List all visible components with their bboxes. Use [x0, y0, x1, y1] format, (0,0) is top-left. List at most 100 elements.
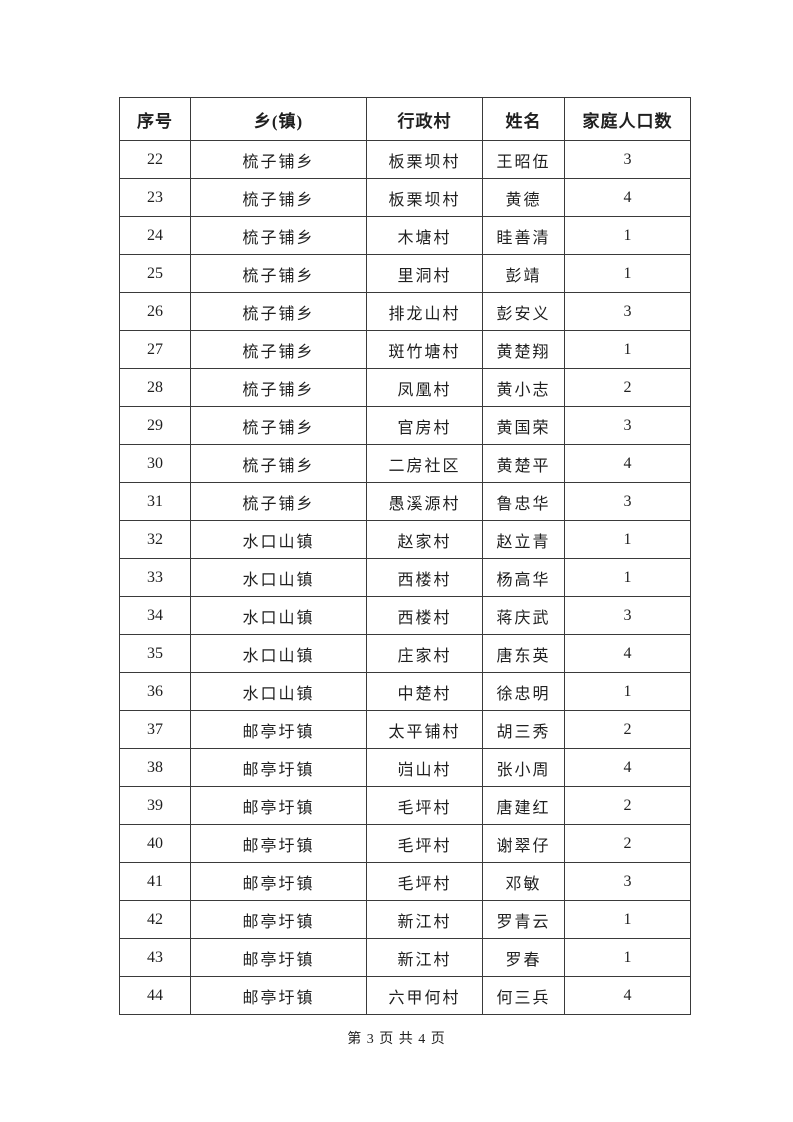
header-row: 序号 乡(镇) 行政村 姓名 家庭人口数 [119, 97, 691, 141]
table-row: 26 梳子铺乡 排龙山村 彭安义 3 [119, 292, 691, 331]
table-cell: 梳子铺乡 [190, 140, 367, 179]
column-header-3: 姓名 [482, 97, 565, 141]
table-cell: 36 [119, 672, 191, 711]
table-cell: 水口山镇 [190, 596, 367, 635]
table-row: 24 梳子铺乡 木塘村 眭善清 1 [119, 216, 691, 255]
table-cell: 43 [119, 938, 191, 977]
table-cell: 27 [119, 330, 191, 369]
table-cell: 中楚村 [366, 672, 483, 711]
table-cell: 1 [564, 520, 691, 559]
table-cell: 2 [564, 824, 691, 863]
table-row: 41 邮亭圩镇 毛坪村 邓敏 3 [119, 862, 691, 901]
table-cell: 邮亭圩镇 [190, 710, 367, 749]
table-cell: 邮亭圩镇 [190, 786, 367, 825]
table-cell: 木塘村 [366, 216, 483, 255]
table-cell: 二房社区 [366, 444, 483, 483]
table-cell: 黄楚平 [482, 444, 565, 483]
table-body: 22 梳子铺乡 板栗坝村 王昭伍 3 23 梳子铺乡 板栗坝村 黄德 4 24 梳子铺乡 木塘村 眭善清 1… [119, 140, 691, 1015]
table-row: 34 水口山镇 西楼村 蒋庆武 3 [119, 596, 691, 635]
table-cell: 凤凰村 [366, 368, 483, 407]
table-cell: 3 [564, 140, 691, 179]
table-cell: 彭安义 [482, 292, 565, 331]
table-cell: 西楼村 [366, 558, 483, 597]
table-row: 23 梳子铺乡 板栗坝村 黄德 4 [119, 178, 691, 217]
table-cell: 邮亭圩镇 [190, 976, 367, 1015]
table-cell: 斑竹塘村 [366, 330, 483, 369]
table-cell: 蒋庆武 [482, 596, 565, 635]
column-header-4: 家庭人口数 [564, 97, 691, 141]
table-cell: 30 [119, 444, 191, 483]
table-cell: 34 [119, 596, 191, 635]
table-row: 37 邮亭圩镇 太平铺村 胡三秀 2 [119, 710, 691, 749]
table-cell: 板栗坝村 [366, 178, 483, 217]
table-cell: 23 [119, 178, 191, 217]
table-cell: 28 [119, 368, 191, 407]
table-cell: 毛坪村 [366, 824, 483, 863]
table-cell: 新江村 [366, 938, 483, 977]
table-row: 31 梳子铺乡 愚溪源村 鲁忠华 3 [119, 482, 691, 521]
table-row: 43 邮亭圩镇 新江村 罗春 1 [119, 938, 691, 977]
table-cell: 4 [564, 976, 691, 1015]
table-cell: 41 [119, 862, 191, 901]
table-cell: 罗春 [482, 938, 565, 977]
table-cell: 六甲何村 [366, 976, 483, 1015]
table-cell: 2 [564, 786, 691, 825]
table-cell: 唐建红 [482, 786, 565, 825]
table-cell: 毛坪村 [366, 862, 483, 901]
table-cell: 1 [564, 900, 691, 939]
table-cell: 何三兵 [482, 976, 565, 1015]
table-cell: 24 [119, 216, 191, 255]
table-cell: 梳子铺乡 [190, 178, 367, 217]
table-cell: 4 [564, 748, 691, 787]
table-cell: 王昭伍 [482, 140, 565, 179]
table-cell: 梳子铺乡 [190, 292, 367, 331]
table-cell: 排龙山村 [366, 292, 483, 331]
table-row: 40 邮亭圩镇 毛坪村 谢翠仔 2 [119, 824, 691, 863]
table-row: 42 邮亭圩镇 新江村 罗青云 1 [119, 900, 691, 939]
table-cell: 邮亭圩镇 [190, 824, 367, 863]
table-cell: 邮亭圩镇 [190, 748, 367, 787]
table-row: 29 梳子铺乡 官房村 黄国荣 3 [119, 406, 691, 445]
table-cell: 25 [119, 254, 191, 293]
table-cell: 3 [564, 292, 691, 331]
table-cell: 4 [564, 444, 691, 483]
table-cell: 2 [564, 368, 691, 407]
table-row: 22 梳子铺乡 板栗坝村 王昭伍 3 [119, 140, 691, 179]
table-cell: 新江村 [366, 900, 483, 939]
table-cell: 梳子铺乡 [190, 444, 367, 483]
table-cell: 梳子铺乡 [190, 254, 367, 293]
table-cell: 西楼村 [366, 596, 483, 635]
table-cell: 37 [119, 710, 191, 749]
table-cell: 黄小志 [482, 368, 565, 407]
table-cell: 庄家村 [366, 634, 483, 673]
table-cell: 梳子铺乡 [190, 368, 367, 407]
table-cell: 唐东英 [482, 634, 565, 673]
table-cell: 1 [564, 672, 691, 711]
table-cell: 岿山村 [366, 748, 483, 787]
table-cell: 黄楚翔 [482, 330, 565, 369]
table-cell: 罗青云 [482, 900, 565, 939]
table-row: 33 水口山镇 西楼村 杨高华 1 [119, 558, 691, 597]
table-cell: 梳子铺乡 [190, 216, 367, 255]
table-cell: 22 [119, 140, 191, 179]
table-cell: 2 [564, 710, 691, 749]
table-cell: 张小周 [482, 748, 565, 787]
table-cell: 邮亭圩镇 [190, 900, 367, 939]
table-cell: 水口山镇 [190, 558, 367, 597]
table-cell: 3 [564, 406, 691, 445]
table-cell: 徐忠明 [482, 672, 565, 711]
table-cell: 44 [119, 976, 191, 1015]
table-cell: 杨高华 [482, 558, 565, 597]
table-cell: 黄国荣 [482, 406, 565, 445]
table-cell: 梳子铺乡 [190, 330, 367, 369]
table-row: 44 邮亭圩镇 六甲何村 何三兵 4 [119, 976, 691, 1015]
table-cell: 1 [564, 938, 691, 977]
table-cell: 板栗坝村 [366, 140, 483, 179]
table-row: 35 水口山镇 庄家村 唐东英 4 [119, 634, 691, 673]
table-cell: 赵家村 [366, 520, 483, 559]
table-cell: 42 [119, 900, 191, 939]
page-number-footer: 第 3 页 共 4 页 [347, 1032, 446, 1047]
column-header-1: 乡(镇) [190, 97, 367, 141]
column-header-0: 序号 [119, 97, 191, 141]
table-cell: 彭靖 [482, 254, 565, 293]
